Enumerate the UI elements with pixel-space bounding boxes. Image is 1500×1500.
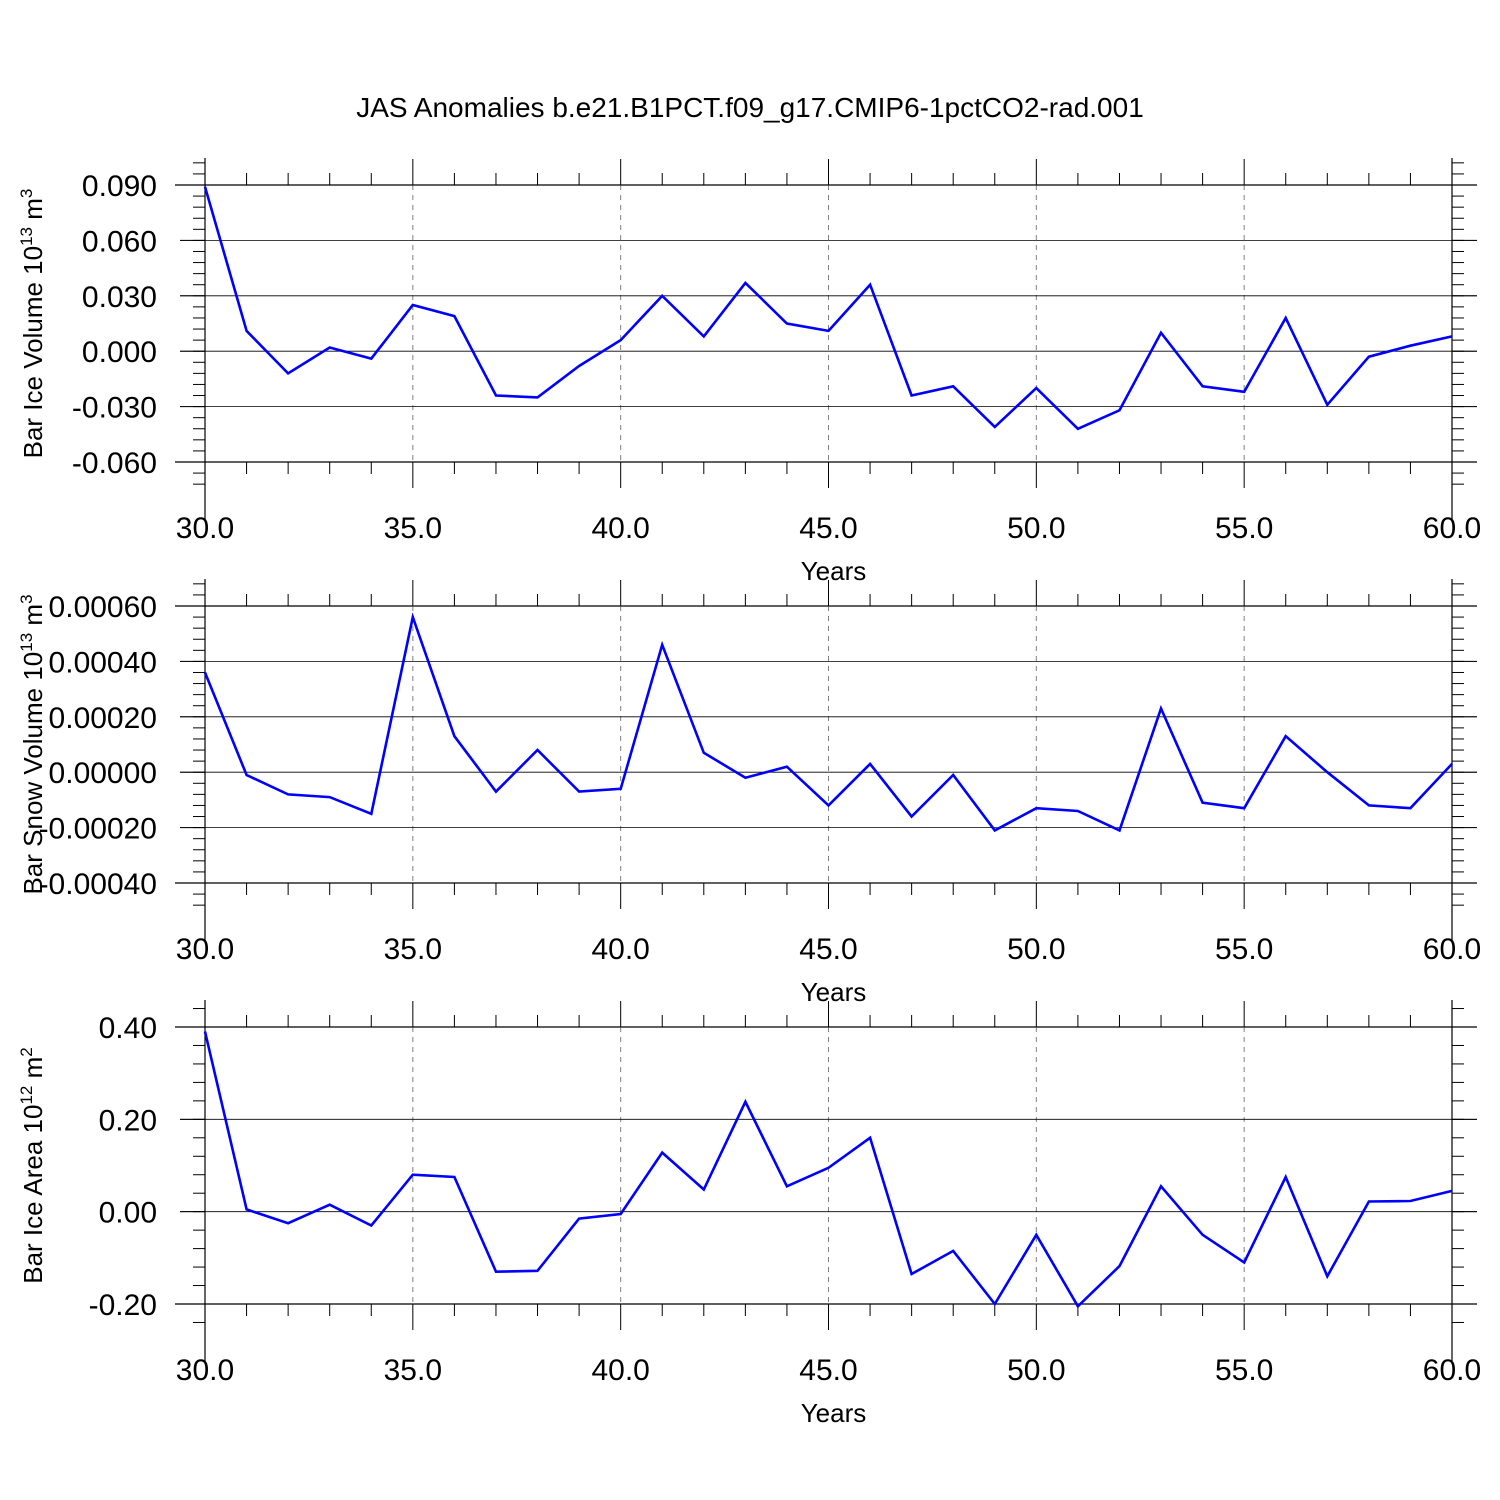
x-axis-title: Years: [801, 1398, 867, 1428]
y-tick-label: 0.20: [99, 1104, 157, 1137]
x-tick-label: 60.0: [1423, 512, 1481, 545]
x-tick-label: 35.0: [384, 512, 442, 545]
x-tick-label: 60.0: [1423, 1354, 1481, 1387]
x-tick-label: 35.0: [384, 933, 442, 966]
x-tick-label: 55.0: [1215, 512, 1273, 545]
y-tick-label: 0.00000: [49, 757, 157, 790]
panel-snow-volume: -0.00040 -0.00020 0.00000 0.00020 0.00040 0.0…: [17, 579, 1481, 1007]
x-tick-label: 55.0: [1215, 933, 1273, 966]
x-tick-label: 35.0: [384, 1354, 442, 1387]
x-tick-label: 50.0: [1007, 933, 1065, 966]
x-tick-label: 40.0: [591, 933, 649, 966]
x-tick-label: 45.0: [799, 1354, 857, 1387]
y-tick-label: 0.060: [82, 225, 157, 258]
panel-ice-area: -0.20 0.00 0.20 0.40 30.0 35.0 40.0 45.0 50.0 55.…: [17, 1000, 1481, 1428]
panel-ice-volume: -0.060 -0.030 0.000 0.030 0.060 0.090 30.0 35.0…: [17, 158, 1481, 586]
y-axis-title: Bar Snow Volume 1013 m3: [17, 594, 48, 894]
x-axis-title: Years: [801, 977, 867, 1007]
y-tick-label: 0.030: [82, 281, 157, 314]
x-tick-label: 50.0: [1007, 512, 1065, 545]
x-axis-title: Years: [801, 556, 867, 586]
series-line: [203, 612, 1453, 833]
x-tick-label: 30.0: [176, 512, 234, 545]
x-tick-label: 45.0: [799, 933, 857, 966]
x-tick-label: 55.0: [1215, 1354, 1273, 1387]
x-tick-label: 30.0: [176, 1354, 234, 1387]
x-tick-label: 60.0: [1423, 933, 1481, 966]
y-tick-label: 0.40: [99, 1012, 157, 1045]
x-tick-label: 45.0: [799, 512, 857, 545]
y-axis-title: Bar Ice Volume 1013 m3: [17, 189, 48, 459]
y-tick-label: 0.00020: [49, 702, 157, 735]
x-tick-label: 50.0: [1007, 1354, 1065, 1387]
x-tick-label: 40.0: [591, 1354, 649, 1387]
y-tick-label: -0.20: [89, 1289, 157, 1322]
y-tick-label: -0.030: [72, 392, 157, 425]
y-tick-label: 0.000: [82, 336, 157, 369]
y-tick-label: 0.090: [82, 170, 157, 203]
series-line: [203, 1031, 1453, 1309]
y-tick-label: 0.00: [99, 1197, 157, 1230]
y-tick-label: -0.00040: [39, 868, 157, 901]
y-tick-label: 0.00040: [49, 646, 157, 679]
x-tick-label: 40.0: [591, 512, 649, 545]
x-tick-label: 30.0: [176, 933, 234, 966]
y-tick-label: -0.060: [72, 447, 157, 480]
y-axis-title: Bar Ice Area 1012 m2: [17, 1047, 48, 1284]
y-tick-label: -0.00020: [39, 813, 157, 846]
series-line: [203, 186, 1453, 431]
figure-title: JAS Anomalies b.e21.B1PCT.f09_g17.CMIP6-…: [356, 92, 1144, 123]
y-tick-label: 0.00060: [49, 591, 157, 624]
